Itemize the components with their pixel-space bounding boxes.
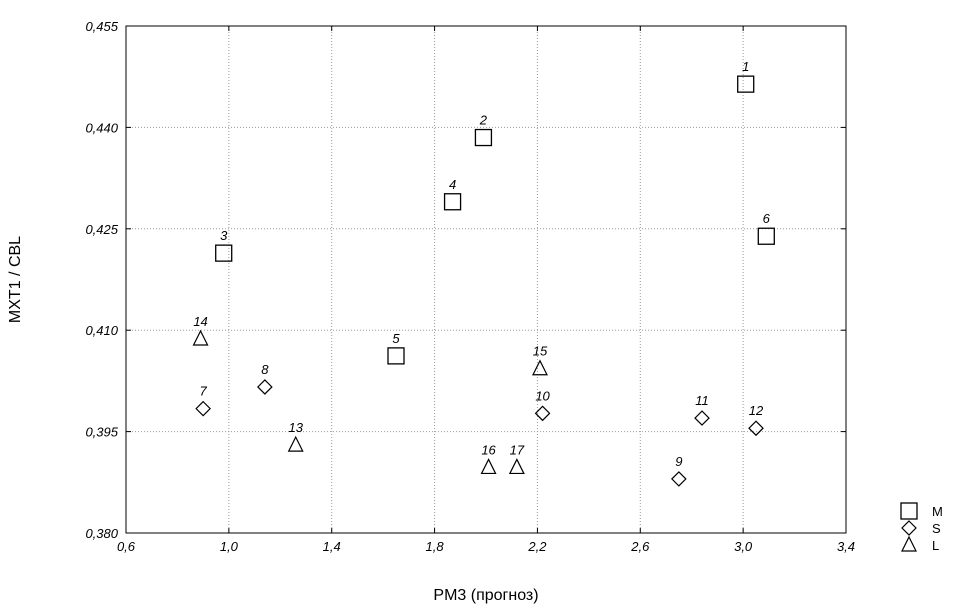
x-tick-label: 1,0 (220, 539, 239, 554)
y-tick-label: 0,410 (85, 323, 118, 338)
x-tick-label: 2,6 (630, 539, 650, 554)
point-S-12 (748, 420, 764, 437)
point-L-14 (192, 329, 209, 346)
point-label: 2 (479, 113, 488, 128)
legend-label: S (932, 521, 941, 536)
point-L-15 (532, 359, 548, 376)
point-label: 14 (193, 314, 207, 329)
x-tick-label: 2,2 (527, 539, 547, 554)
legend-marker-S (901, 520, 917, 536)
point-label: 11 (695, 393, 709, 408)
point-label: 4 (449, 177, 456, 192)
point-S-7 (195, 400, 211, 417)
legend-label: L (932, 538, 939, 553)
point-label: 17 (510, 442, 525, 457)
x-tick-label: 1,8 (426, 539, 445, 554)
point-S-10 (534, 405, 551, 422)
point-label: 12 (749, 403, 764, 418)
y-tick-label: 0,380 (85, 526, 118, 541)
point-label: 15 (533, 344, 548, 359)
point-label: 13 (288, 420, 303, 435)
point-M-1 (737, 75, 755, 93)
plot-frame (125, 25, 847, 534)
point-L-17 (508, 458, 525, 475)
point-label: 9 (675, 454, 682, 469)
x-axis-label: PM3 (прогноз) (433, 587, 538, 604)
point-M-2 (474, 128, 493, 147)
grid-lines (126, 26, 846, 533)
point-label: 16 (481, 442, 496, 457)
point-M-3 (215, 244, 233, 262)
y-tick-label: 0,455 (85, 19, 118, 34)
y-tick-label: 0,395 (85, 425, 118, 440)
point-S-8 (257, 379, 273, 395)
y-tick-label: 0,440 (85, 120, 118, 135)
point-label: 7 (200, 384, 208, 399)
axis-ticks: 0,6 1,0 1,4 1,8 2,2 2,6 3,0 3,4 0,380 0,395 0,410 0… (85, 19, 855, 554)
point-label: 5 (392, 331, 400, 346)
x-tick-label: 3,4 (837, 539, 855, 554)
point-S-11 (694, 410, 710, 426)
point-label: 6 (763, 211, 771, 226)
x-tick-label: 3,0 (734, 539, 753, 554)
point-label: 8 (261, 362, 269, 377)
point-L-13 (287, 435, 304, 452)
y-tick-label: 0,425 (85, 222, 118, 237)
legend-marker-L (901, 535, 917, 552)
point-label: 3 (220, 228, 228, 243)
legend-label: M (932, 504, 943, 519)
point-M-4 (443, 193, 462, 211)
legend: MSL (900, 502, 943, 553)
x-tick-label: 1,4 (323, 539, 341, 554)
point-M-6 (757, 227, 775, 245)
y-axis-label: MXT1 / CBL (7, 236, 24, 323)
point-L-16 (480, 458, 497, 475)
point-label: 1 (742, 59, 749, 74)
point-label: 10 (535, 388, 550, 403)
x-tick-label: 0,6 (117, 539, 136, 554)
legend-marker-M (900, 502, 918, 520)
point-S-9 (671, 471, 687, 487)
point-M-5 (387, 347, 405, 365)
